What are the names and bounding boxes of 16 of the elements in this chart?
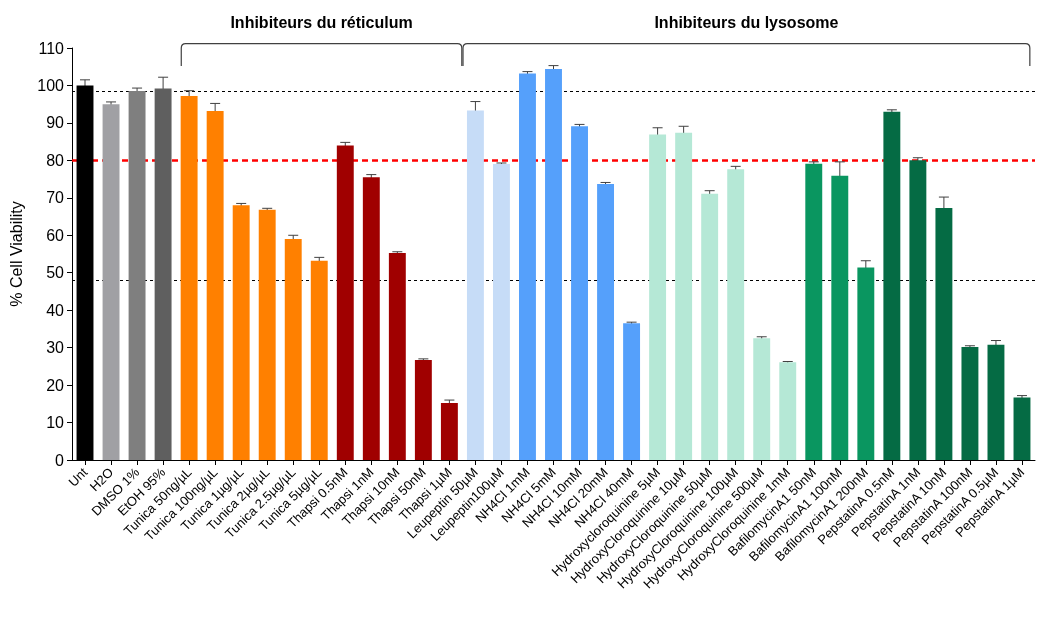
text: Inhibiteurs du réticulum [230, 14, 413, 32]
y-tick-label: 70 [46, 189, 65, 207]
y-tick-label: 100 [37, 76, 65, 94]
y-tick-label: 110 [38, 39, 65, 57]
y-axis-title: % Cell Viability [7, 201, 25, 307]
y-tick-label: 0 [55, 451, 65, 469]
y-tick-label: 80 [46, 151, 65, 169]
y-tick-label: 90 [46, 114, 65, 132]
y-tick-label: 40 [46, 301, 65, 319]
y-tick-label: 10 [46, 414, 65, 432]
text: Inhibiteurs du lysosome [654, 14, 839, 32]
y-tick-label: 50 [46, 264, 65, 282]
y-tick-label: 20 [46, 376, 65, 394]
x-tick-label: Unt [65, 464, 91, 490]
y-tick-label: 60 [46, 226, 65, 244]
y-tick-label: 30 [46, 339, 65, 357]
